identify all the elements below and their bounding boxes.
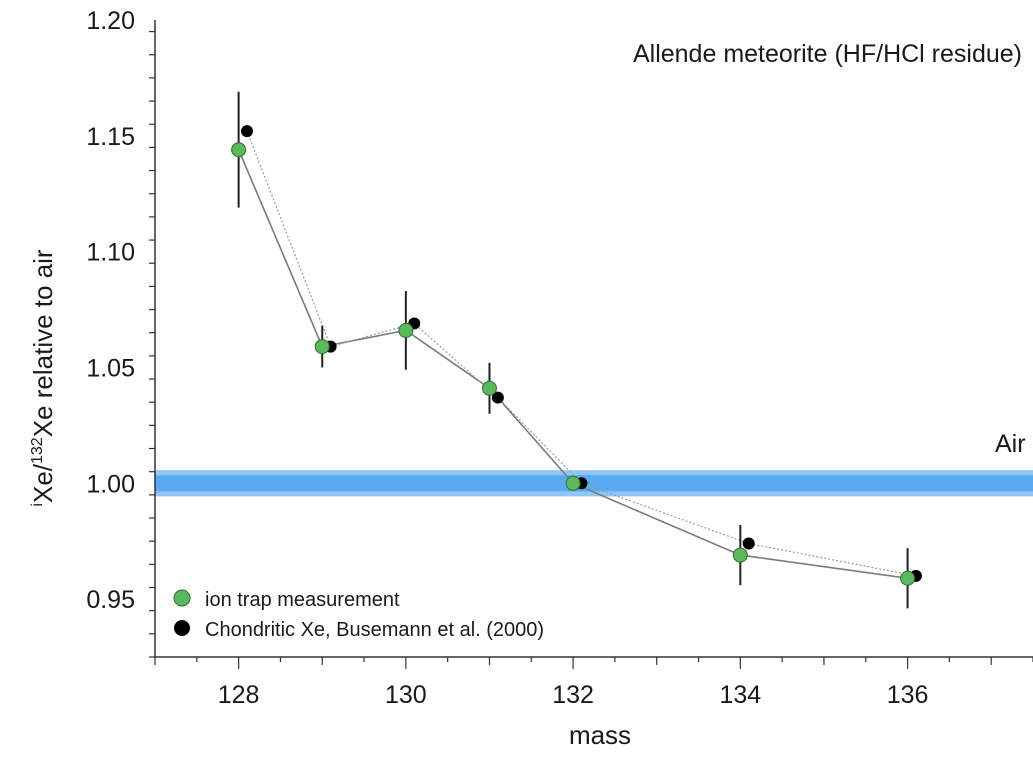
y-tick-label: 1.05 [86, 354, 135, 382]
x-tick-label: 134 [719, 681, 761, 709]
x-axis-title: mass [569, 720, 631, 750]
y-axis-title: iXe/132Xe relative to air [28, 249, 58, 507]
series-line-0 [239, 150, 908, 579]
y-tick-label: 1.00 [86, 470, 135, 498]
legend-swatch-ion-trap [174, 590, 190, 606]
ion-trap-point [315, 340, 329, 354]
ion-trap-point [482, 381, 496, 395]
chondritic-point [241, 125, 253, 137]
x-tick-label: 132 [552, 681, 594, 709]
legend-label-ion-trap: ion trap measurement [205, 589, 400, 611]
chart-title: Allende meteorite (HF/HCl residue) [633, 40, 1022, 68]
y-axis-title-main2: Xe relative to air [28, 249, 58, 437]
legend: ion trap measurement Chondritic Xe, Buse… [174, 589, 544, 641]
y-axis-title-main1: Xe/ [28, 463, 58, 503]
y-axis-title-sup: 132 [29, 437, 46, 464]
y-tick-label: 1.20 [86, 7, 135, 35]
air-band-label: Air [995, 430, 1026, 458]
ion-trap-point [901, 571, 915, 585]
series-line-1 [247, 131, 916, 576]
ion-trap-point [232, 143, 246, 157]
ion-trap-point [566, 476, 580, 490]
y-tick-label: 0.95 [86, 586, 135, 614]
chondritic-point [743, 537, 755, 549]
ion-trap-point [399, 323, 413, 337]
y-tick-label: 1.15 [86, 123, 135, 151]
x-tick-label: 128 [218, 681, 260, 709]
ion-trap-point [733, 548, 747, 562]
air-band [155, 475, 1033, 491]
y-tick-label: 1.10 [86, 239, 135, 267]
x-tick-label: 130 [385, 681, 427, 709]
legend-label-chondritic: Chondritic Xe, Busemann et al. (2000) [205, 619, 544, 641]
x-tick-label: 136 [887, 681, 929, 709]
legend-swatch-chondritic [174, 620, 190, 636]
